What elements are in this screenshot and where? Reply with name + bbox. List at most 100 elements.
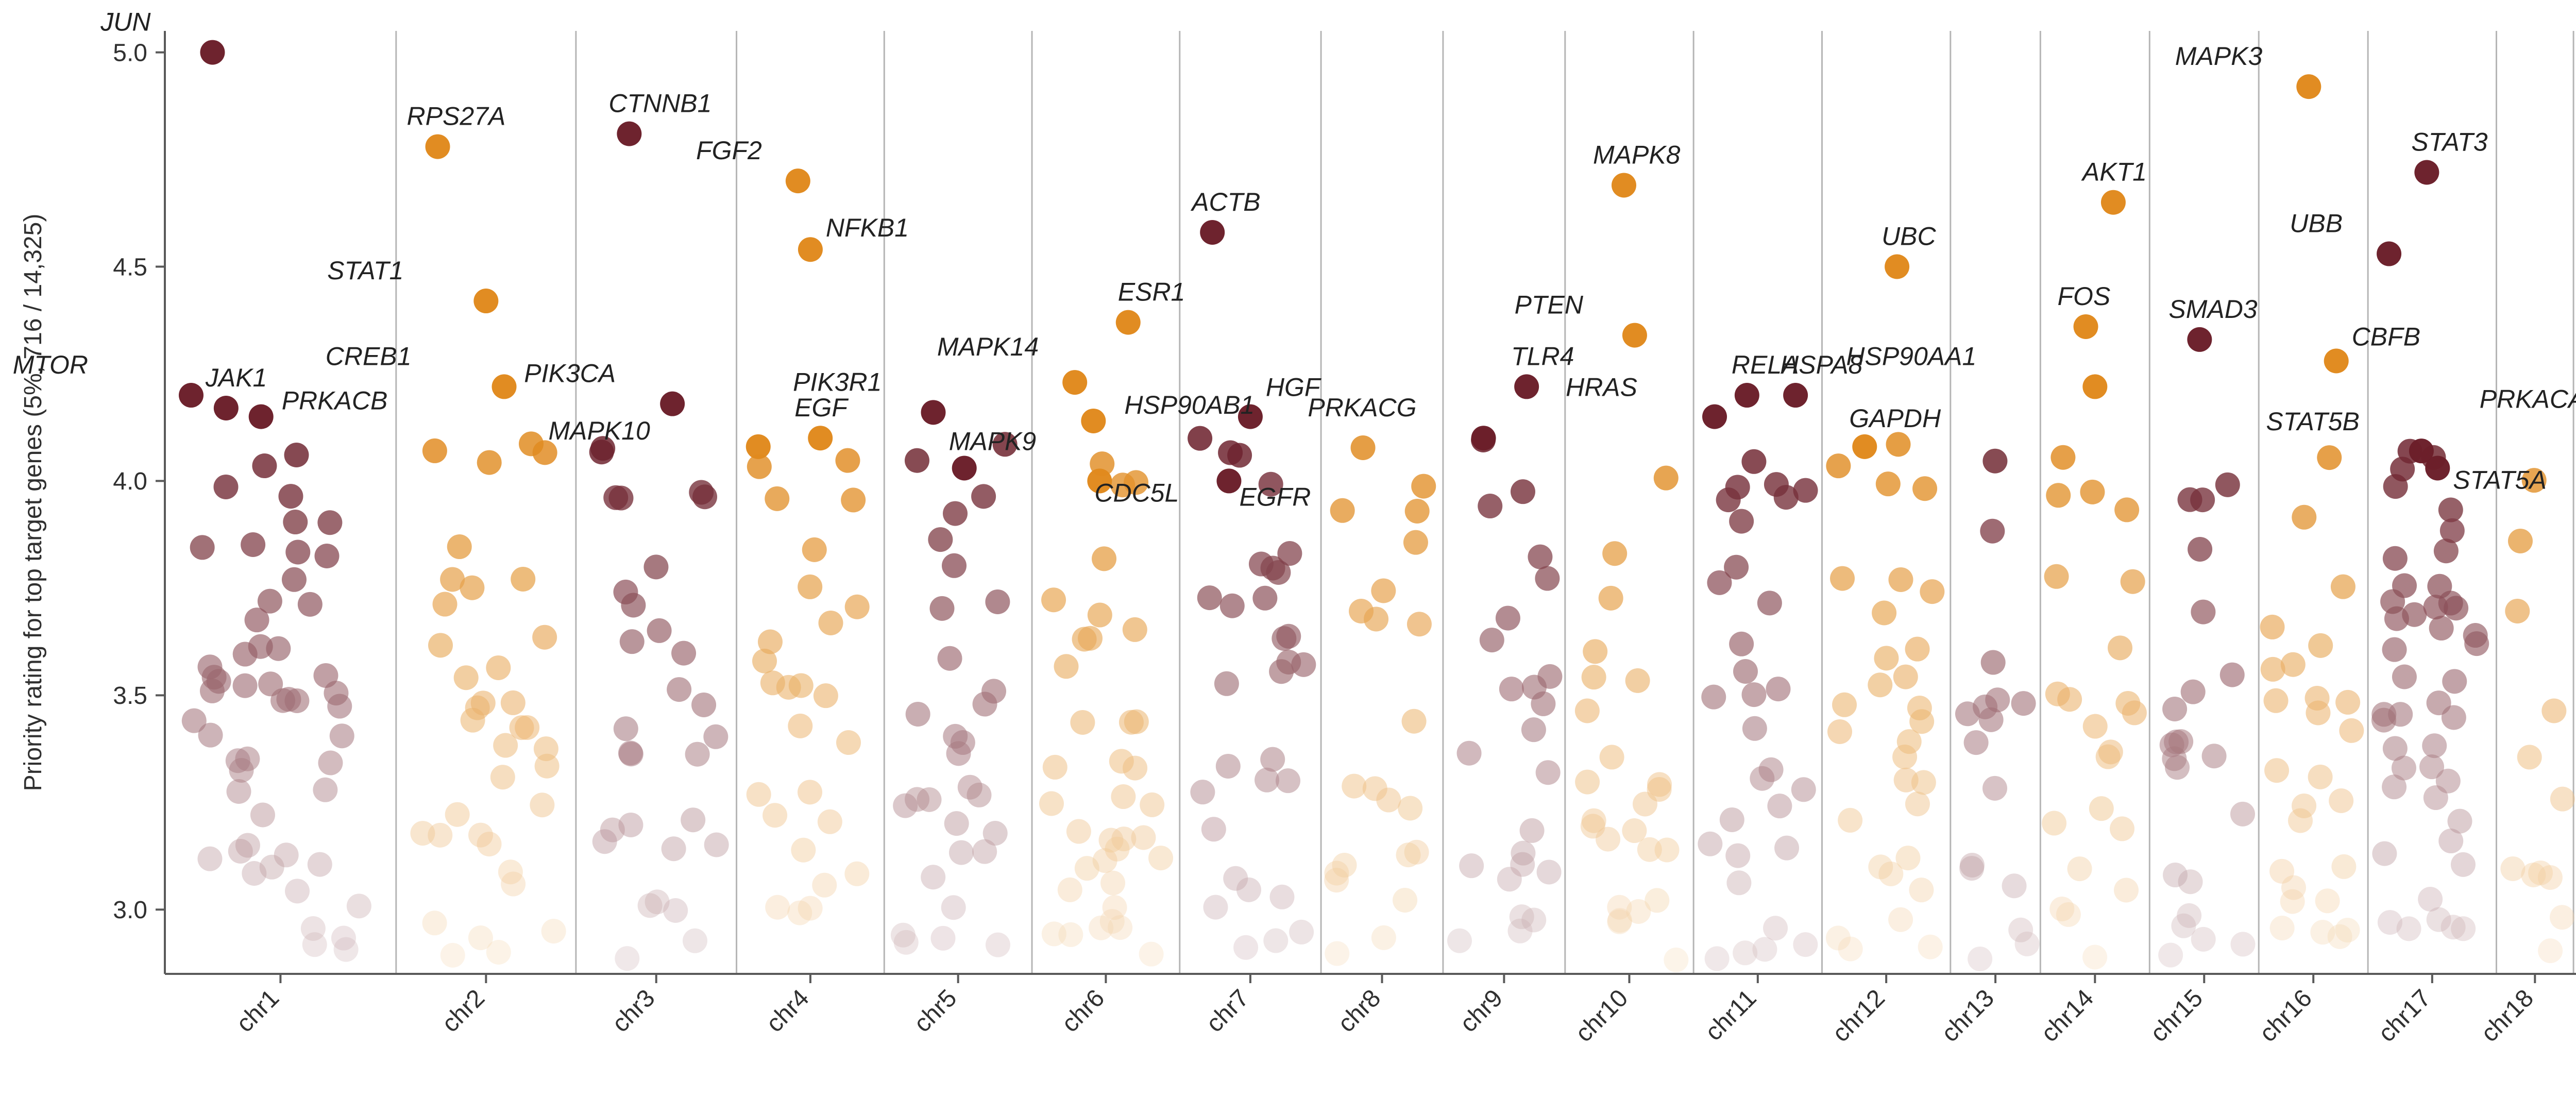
gene-point (1376, 788, 1401, 813)
gene-point (285, 879, 310, 903)
gene-point (228, 839, 253, 864)
gene-point (985, 589, 1010, 614)
gene-label: AKT1 (2081, 158, 2147, 187)
gene-point (1480, 628, 1504, 652)
gene-point (2448, 809, 2472, 834)
gene-point (347, 893, 371, 918)
gene-point (471, 690, 496, 715)
gene-point (1459, 853, 1484, 878)
gene-point (1396, 842, 1421, 867)
gene-point (233, 673, 258, 698)
gene-point (2264, 758, 2289, 783)
gene-point (2181, 680, 2206, 704)
gene-point (905, 448, 929, 473)
gene-point (2308, 633, 2333, 658)
gene-point (2292, 794, 2316, 818)
gene-point (1766, 677, 1791, 701)
gene-point (1912, 476, 1937, 501)
gene-point (1982, 449, 2007, 474)
gene-point (841, 487, 866, 512)
gene-point (791, 838, 816, 863)
gene-point (1968, 947, 1992, 971)
gene-point (1876, 471, 1901, 496)
gene-point (1089, 916, 1113, 940)
gene-point-labeled (1116, 310, 1141, 335)
gene-point-labeled (1200, 220, 1225, 245)
gene-point (1583, 639, 1607, 664)
gene-point (906, 702, 930, 727)
gene-label: PIK3R1 (793, 367, 882, 396)
gene-point-labeled (492, 374, 517, 399)
gene-point (681, 807, 705, 832)
gene-point (1269, 659, 1294, 684)
gene-point (2188, 537, 2212, 562)
gene-point (1826, 925, 1851, 950)
gene-point (1039, 791, 1064, 816)
gene-point (2331, 854, 2356, 879)
gene-label: MAPK10 (548, 416, 650, 445)
gene-point (1964, 730, 1989, 755)
gene-point (2202, 744, 2227, 768)
gene-point (621, 593, 646, 618)
gene-point (535, 754, 560, 779)
gene-point (671, 641, 696, 666)
gene-point (2383, 736, 2408, 761)
gene-point (2108, 635, 2132, 660)
gene-point (2002, 873, 2027, 898)
gene-point (2429, 616, 2454, 640)
gene-point (213, 475, 238, 499)
gene-point (1827, 719, 1852, 744)
gene-point (819, 611, 843, 635)
gene-point (2096, 745, 2121, 769)
gene-point (798, 780, 822, 804)
gene-label: PRKACB (282, 386, 388, 415)
gene-point-labeled (1735, 383, 1759, 408)
gene-point (2517, 745, 2542, 769)
gene-point (1220, 594, 1245, 618)
gene-point (2163, 863, 2188, 887)
gene-point (440, 943, 465, 968)
gene-point (2230, 802, 2255, 827)
gene-point-labeled (1622, 323, 1647, 348)
gene-point (844, 862, 869, 886)
gene-point (1457, 741, 1482, 766)
gene-point (1054, 654, 1079, 679)
gene-point (1043, 755, 1067, 780)
gene-point (422, 910, 447, 935)
gene-point (1276, 624, 1301, 649)
gene-label: JAK1 (205, 363, 267, 392)
gene-point (1218, 441, 1243, 465)
gene-point (1070, 710, 1095, 735)
gene-point (662, 836, 686, 861)
gene-point (2158, 943, 2183, 968)
gene-point (330, 723, 354, 748)
gene-point (1582, 665, 1606, 689)
gene-point (2436, 769, 2461, 794)
gene-point (227, 779, 251, 804)
gene-point (1905, 637, 1930, 662)
gene-point (1263, 929, 1288, 953)
gene-point (2422, 733, 2447, 758)
gene-point (2177, 487, 2202, 512)
gene-point (317, 510, 342, 535)
gene-point (1716, 487, 1741, 512)
gene-label: STAT5A (2453, 465, 2547, 494)
gene-point (1757, 591, 1782, 615)
gene-point (1325, 941, 1349, 966)
gene-point (1148, 846, 1173, 870)
gene-point (2191, 600, 2215, 625)
gene-point (814, 683, 838, 708)
gene-point (1918, 935, 1943, 959)
gene-point (2080, 480, 2105, 504)
gene-label: HSP90AB1 (1124, 391, 1255, 419)
gene-point (1959, 856, 1984, 881)
gene-point-labeled (2414, 160, 2439, 185)
gene-point (2418, 887, 2443, 912)
gene-point (2260, 615, 2285, 639)
gene-point (1042, 921, 1066, 946)
gene-point (2441, 915, 2466, 939)
gene-point (1041, 587, 1066, 612)
gene-point (943, 501, 968, 526)
gene-point (270, 688, 295, 713)
gene-point (1720, 807, 1744, 832)
